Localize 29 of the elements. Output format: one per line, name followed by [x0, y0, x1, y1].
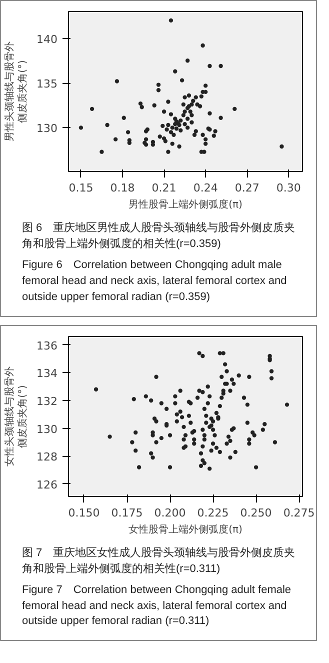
x-tick-label: 0.27 [234, 182, 260, 194]
y-axis-title: 男性头颈轴线与股骨外侧皮质夹角(°) [3, 42, 29, 142]
y-tick-label: 126 [36, 478, 58, 492]
x-tick-label: 0.18 [110, 182, 135, 194]
y-tick-label: 135 [36, 78, 58, 91]
caption: 图 7 重庆地区女性成人股骨头颈轴线与股骨外侧皮质夹角和股骨上端外侧弧度的相关性(r=0.311) [22, 546, 296, 577]
y-tick-label: 130 [36, 422, 58, 436]
x-tick-label: 0.225 [197, 506, 229, 520]
x-tick-label: 0.275 [283, 506, 315, 520]
x-tick-label: 0.175 [111, 506, 143, 520]
x-tick-label: 0.250 [240, 506, 272, 520]
y-tick-label: 134 [36, 366, 58, 380]
y-axis-title: 女性头颈轴线与股骨外侧皮质夹角(°) [3, 366, 29, 466]
x-tick-label: 0.30 [276, 182, 301, 194]
x-tick-label: 0.24 [193, 182, 218, 194]
y-tick-label: 128 [36, 450, 58, 464]
caption: 图 6 重庆地区男性成人股骨头颈轴线与股骨外侧皮质夹角和股骨上端外侧弧度的相关性(r=0.359) [22, 221, 296, 252]
caption: Figure 7 Correlation between Chongqing adult female femoral head and neck axis, lateral femoral cortex and outside upper femoral radian (r=0.311) [22, 582, 292, 630]
x-tick-label: 0.200 [154, 506, 186, 520]
y-tick-label: 140 [36, 32, 58, 46]
x-axis-title: 男性股骨上端外侧弧度(π) [128, 198, 243, 210]
x-tick-label: 0.21 [152, 182, 176, 194]
x-axis-title: 女性股骨上端外侧弧度(π) [128, 523, 243, 536]
x-tick-label: 0.15 [68, 182, 94, 194]
x-tick-label: 0.150 [68, 506, 100, 520]
caption: Figure 6 Correlation between Chongqing adult male femoral head and neck axis, lateral femoral cortex and outside upper femoral radian (r=0.359) [22, 258, 288, 305]
y-tick-label: 136 [36, 339, 58, 352]
y-tick-label: 132 [36, 394, 58, 408]
y-tick-label: 130 [36, 122, 58, 136]
